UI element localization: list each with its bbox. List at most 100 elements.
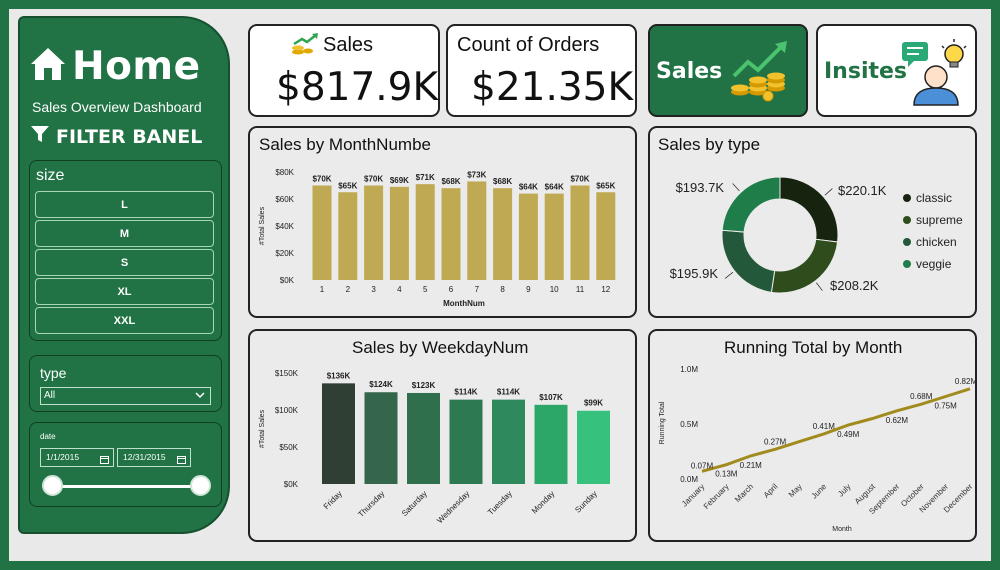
data-label: 0.21M [740, 461, 763, 470]
funnel-icon [30, 124, 50, 149]
data-label: $195.9K [670, 266, 719, 281]
bar [407, 392, 440, 484]
date-start-input[interactable]: 1/1/2015 [40, 448, 114, 467]
sales-page-label: Sales [656, 59, 723, 84]
person-idea-icon [900, 38, 972, 111]
bar [577, 410, 610, 484]
date-range-start-handle[interactable] [42, 475, 63, 496]
size-option-xl[interactable]: XL [35, 278, 214, 305]
bar [441, 188, 461, 280]
data-label: $114K [454, 388, 477, 397]
x-axis-label: MonthNum [443, 299, 485, 308]
insites-page-button[interactable]: Insites [816, 24, 977, 117]
x-tick-label: July [836, 482, 852, 498]
size-option-s[interactable]: S [35, 249, 214, 276]
bar [312, 185, 332, 280]
size-option-l[interactable]: L [35, 191, 214, 218]
data-label: $70K [364, 175, 383, 184]
legend-marker [903, 216, 911, 224]
x-tick-label: April [762, 482, 780, 500]
month-chart-title: Sales by MonthNumbe [259, 135, 431, 154]
data-label: $65K [596, 181, 615, 190]
data-label: 0.82M [955, 377, 975, 386]
x-tick-label: Tuesday [486, 489, 514, 517]
bar [449, 399, 483, 484]
y-tick-label: $40K [275, 222, 294, 231]
sales-kpi-label: Sales [323, 34, 374, 56]
sales-kpi-value: $817.9K [276, 65, 439, 110]
data-label: $68K [493, 177, 512, 186]
type-dropdown-value: All [44, 390, 56, 401]
bar [364, 392, 398, 484]
date-range-track[interactable] [52, 485, 202, 488]
data-label: 0.62M [886, 416, 909, 425]
size-option-xxl[interactable]: XXL [35, 307, 214, 334]
x-tick-label: Friday [322, 489, 344, 511]
sales-page-button[interactable]: Sales [648, 24, 808, 117]
x-axis-label: Month [832, 526, 852, 533]
type-dropdown[interactable]: All [40, 387, 211, 405]
donut-slice [779, 176, 839, 243]
donut-slice [770, 238, 839, 294]
home-title: Home [72, 44, 201, 89]
x-tick-label: Monday [530, 489, 556, 515]
y-axis-label: #Total Sales [259, 206, 266, 245]
weekday-chart-title: Sales by WeekdayNum [352, 338, 529, 357]
bar [389, 186, 409, 280]
legend-item: classic [916, 191, 952, 205]
home-header[interactable]: Home [30, 44, 201, 89]
x-tick-label: February [702, 482, 731, 511]
type-slicer-label: type [40, 365, 67, 381]
bar [518, 193, 538, 280]
bar [534, 404, 568, 484]
chevron-down-icon [194, 389, 206, 407]
bar [492, 399, 525, 484]
y-tick-label: $60K [275, 195, 294, 204]
size-option-m[interactable]: M [35, 220, 214, 247]
calendar-icon [100, 453, 109, 470]
bar [338, 192, 358, 280]
sales-coins-chart-icon [730, 40, 794, 107]
bar [467, 181, 487, 280]
x-tick-label: 10 [550, 285, 559, 294]
bar [544, 193, 564, 280]
orders-kpi-label: Count of Orders [457, 34, 600, 56]
data-label: $114K [497, 388, 520, 397]
y-axis-label: Running Total [659, 401, 666, 444]
leader-line [732, 183, 740, 192]
bar [570, 185, 590, 280]
size-slicer: size L M S XL XXL [29, 160, 222, 341]
data-label: $99K [584, 399, 603, 408]
x-tick-label: 1 [320, 285, 325, 294]
x-tick-label: March [733, 482, 755, 504]
data-label: $123K [412, 381, 436, 390]
y-tick-label: $100K [275, 406, 299, 415]
bar [322, 383, 355, 484]
date-end-input[interactable]: 12/31/2015 [117, 448, 191, 467]
x-tick-label: 3 [371, 285, 376, 294]
data-label: $220.1K [838, 183, 887, 198]
data-label: $65K [338, 181, 357, 190]
legend-item: supreme [916, 213, 963, 227]
y-tick-label: $50K [279, 443, 298, 452]
data-label: $208.2K [830, 278, 879, 293]
data-label: 0.75M [935, 402, 958, 411]
bar [596, 192, 616, 280]
legend-item: chicken [916, 235, 957, 249]
running-total-title: Running Total by Month [724, 338, 903, 357]
data-label: $73K [467, 170, 486, 179]
data-label: 0.68M [910, 392, 933, 401]
orders-kpi-card: Count of Orders $21.35K [446, 24, 637, 117]
y-tick-label: $0K [284, 480, 299, 489]
leader-line [724, 271, 734, 279]
date-range-end-handle[interactable] [190, 475, 211, 496]
data-label: $64K [545, 183, 564, 192]
month-bar-chart: $0K $20K $40K $60K $80K #Total Sales $70K 1 $65K… [259, 168, 616, 308]
month-chart-panel: Sales by MonthNumbe $0K $20K $40K $60K $80K #… [248, 126, 637, 318]
legend-marker [903, 260, 911, 268]
x-tick-label: June [810, 482, 829, 501]
bar [364, 185, 384, 280]
legend-marker [903, 238, 911, 246]
date-slicer: date 1/1/2015 12/31/2015 [29, 422, 222, 507]
